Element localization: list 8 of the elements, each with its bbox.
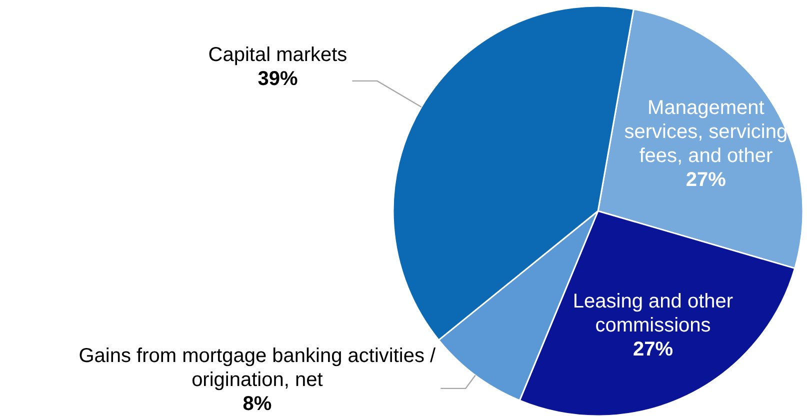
slice-label: Gains from mortgage banking activities / origination, net xyxy=(78,345,436,391)
data-label: 27% xyxy=(686,168,726,191)
slice-label: Leasing and other commissions xyxy=(572,290,734,337)
slice-label: Management services, servicing fees, and other xyxy=(624,96,788,167)
slice-label: Capital markets xyxy=(208,44,348,66)
data-label: 39% xyxy=(258,68,298,90)
data-label: 8% xyxy=(242,393,272,415)
data-label: 27% xyxy=(632,338,674,361)
